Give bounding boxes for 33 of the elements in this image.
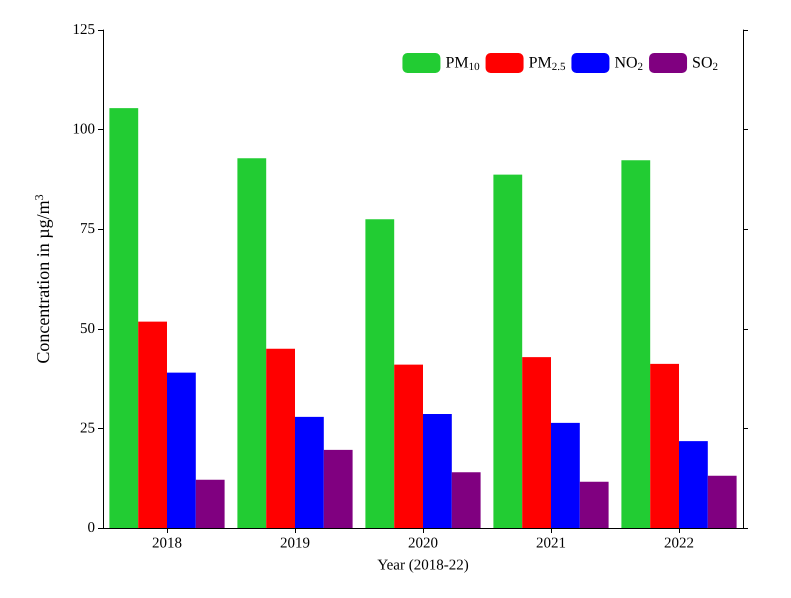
x-tick-label: 2019 [280,536,310,552]
x-tick-label: 2018 [152,536,182,552]
y-tick-label: 50 [80,320,95,337]
bar [679,441,708,528]
bar [551,422,580,528]
bar [580,482,609,528]
bar [452,472,481,528]
y-tick-label: 125 [72,22,95,38]
y-axis-title: Concentration in µg/m3 [32,194,53,364]
x-tick-label: 2022 [664,536,694,552]
bar [324,450,353,528]
x-tick-label: 2021 [536,536,566,552]
y-tick-label: 100 [72,122,95,138]
bar [266,348,295,528]
bar [621,160,650,528]
bar [196,480,225,528]
bar [138,322,167,528]
bar [237,158,266,528]
bar [167,372,196,528]
bar [650,364,679,528]
x-tick-label: 2020 [408,536,438,552]
y-tick-label: 0 [88,520,95,536]
bar [365,219,394,528]
bar [394,364,423,528]
bar [295,416,324,528]
bar [423,414,452,528]
y-tick-label: 25 [80,420,95,436]
bar [522,357,551,528]
x-axis-title: Year (2018-22) [377,558,469,574]
bar [109,108,138,528]
bar [708,476,737,528]
y-tick-label: 75 [80,221,95,238]
bar [493,174,522,528]
